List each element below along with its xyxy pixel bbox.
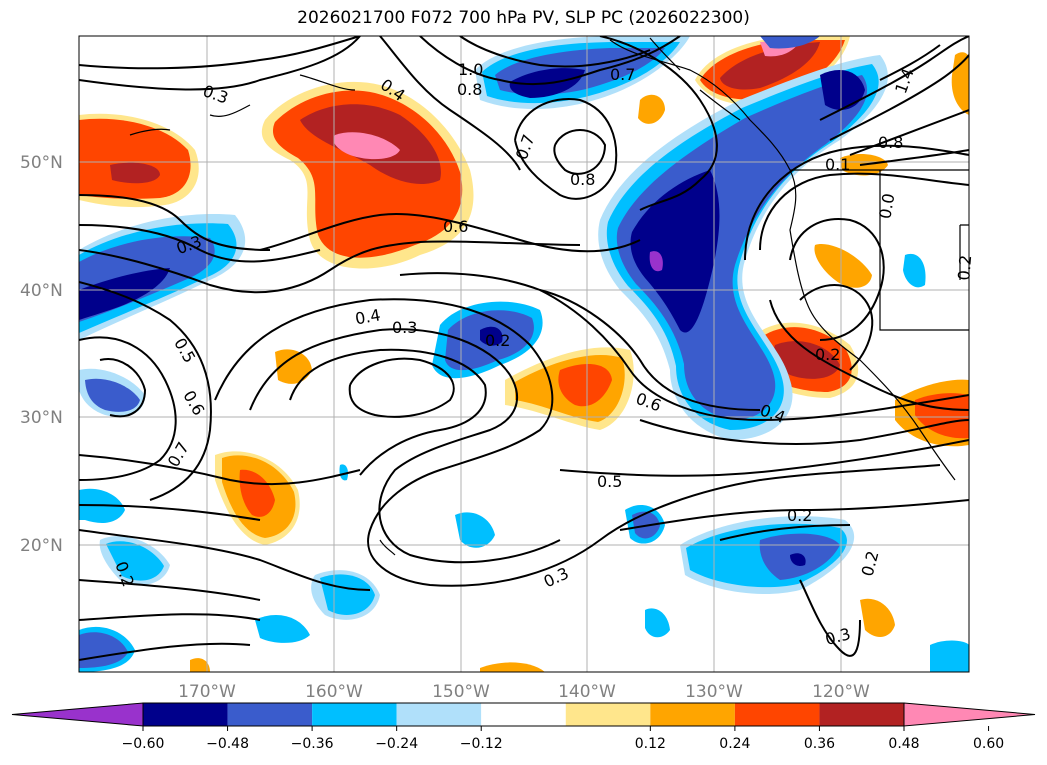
lon-label: 130°W xyxy=(685,682,743,702)
colorbar-tick-label: −0.36 xyxy=(291,736,334,752)
map-gridlines xyxy=(79,36,969,672)
contour-label: 0.4 xyxy=(354,305,382,328)
contour-label: 0.2 xyxy=(815,345,840,364)
contour-label: 0.2 xyxy=(485,331,510,350)
colorbar-segment xyxy=(481,703,566,726)
lat-label: 40°N xyxy=(20,281,63,301)
colorbar-segment xyxy=(227,703,313,726)
colorbar-segment xyxy=(734,703,820,726)
contour-label: 0.2 xyxy=(787,506,812,525)
contour-label: 0.1 xyxy=(825,155,850,174)
coastlines xyxy=(129,37,969,556)
colorbar-tick-label: −0.60 xyxy=(122,736,165,752)
colorbar-tick-label: 0.24 xyxy=(719,736,750,752)
lon-label: 120°W xyxy=(812,682,870,702)
colorbar-extend-high xyxy=(903,702,1036,727)
contour-label: 0.8 xyxy=(457,80,482,99)
colorbar-segment xyxy=(819,703,904,726)
colorbar-extend-low xyxy=(11,702,144,727)
colorbar-segment xyxy=(650,703,735,726)
contour-label: 0.8 xyxy=(878,133,903,152)
colorbar: −0.60 −0.48 −0.36 −0.24 −0.12 0.12 0.24 0.36 0.4… xyxy=(11,702,1036,752)
lon-label: 150°W xyxy=(432,682,490,702)
map-title: 2026021700 F072 700 hPa PV, SLP PC (2026… xyxy=(297,8,750,28)
contour-label: 0.8 xyxy=(570,170,595,189)
colorbar-tick-label: 0.12 xyxy=(635,736,666,752)
colorbar-tick-label: 0.36 xyxy=(804,736,835,752)
lon-label: 170°W xyxy=(178,682,236,702)
colorbar-tick-label: −0.24 xyxy=(375,736,418,752)
colorbar-segment xyxy=(396,703,482,726)
colorbar-segment xyxy=(143,703,228,726)
lat-label: 50°N xyxy=(20,153,63,173)
negative-anomaly-shading xyxy=(79,36,969,672)
contour-label: 0.3 xyxy=(392,318,417,337)
map-plot-area xyxy=(79,36,969,672)
contour-label: 0.6 xyxy=(443,217,468,236)
lat-label: 20°N xyxy=(20,536,63,556)
lon-label: 160°W xyxy=(305,682,363,702)
colorbar-tick-label: 0.48 xyxy=(888,736,919,752)
map-frame xyxy=(78,35,970,673)
lat-label: 30°N xyxy=(20,408,63,428)
contour-label: 0.2 xyxy=(954,254,975,281)
slp-contours xyxy=(79,36,969,661)
contour-label: 0.0 xyxy=(875,192,898,220)
colorbar-tick-label: −0.48 xyxy=(206,736,249,752)
colorbar-tick-label: 0.60 xyxy=(973,736,1004,752)
contour-label: 0.7 xyxy=(610,65,635,84)
colorbar-frame xyxy=(142,702,905,727)
colorbar-tick-label: −0.12 xyxy=(460,736,503,752)
lon-label: 140°W xyxy=(558,682,616,702)
colorbar-segment xyxy=(565,703,651,726)
colorbar-segment xyxy=(312,703,397,726)
contour-label: 1.0 xyxy=(458,60,483,79)
contour-label: 0.5 xyxy=(597,472,622,491)
